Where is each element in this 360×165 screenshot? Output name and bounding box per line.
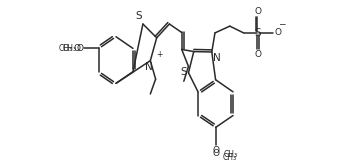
Text: N: N <box>145 62 153 72</box>
Text: O: O <box>212 146 219 155</box>
Text: +: + <box>156 50 163 59</box>
Text: S: S <box>255 28 261 38</box>
Text: CH₃: CH₃ <box>224 150 238 159</box>
Text: CH₃: CH₃ <box>59 44 73 53</box>
Text: N: N <box>213 53 221 63</box>
Text: CH₃: CH₃ <box>62 44 77 53</box>
Text: O: O <box>255 7 261 16</box>
Text: S: S <box>180 67 187 77</box>
Text: −: − <box>278 19 285 28</box>
Text: S: S <box>136 11 142 21</box>
Text: O: O <box>212 149 219 158</box>
Text: O: O <box>255 50 261 59</box>
Text: O: O <box>73 44 80 53</box>
Text: CH₃: CH₃ <box>223 153 237 162</box>
Text: O: O <box>76 44 84 53</box>
Text: O: O <box>275 28 282 37</box>
